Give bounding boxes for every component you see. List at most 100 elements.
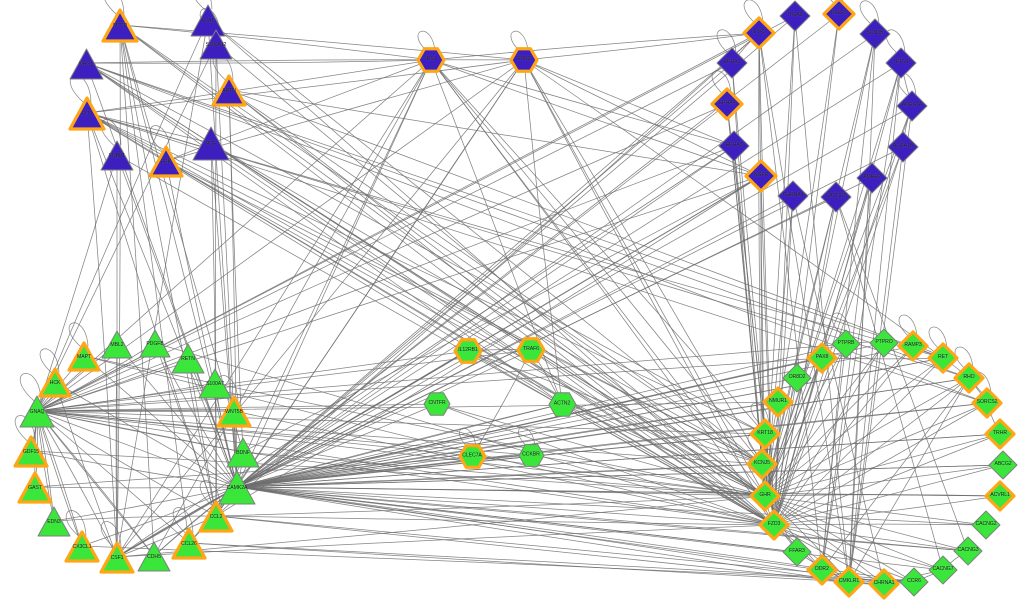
diamond-shape (782, 537, 812, 567)
edge (242, 175, 762, 453)
edge (236, 486, 987, 526)
graph-node-actn2[interactable]: ACTN2 (546, 388, 579, 421)
diamond-shape (984, 418, 1016, 450)
hexagon-shape (548, 391, 576, 417)
diamond-shape (762, 386, 794, 418)
edge (36, 410, 155, 557)
graph-node-csf1[interactable]: CSF1 (98, 538, 136, 576)
graph-node-cdh5[interactable]: CDH5 (135, 537, 173, 575)
graph-node-kcnj5[interactable]: KCNJ5 (745, 447, 779, 481)
graph-node-cacng7[interactable]: CACNG7 (926, 553, 960, 587)
graph-node-fnbp1[interactable]: FNBP1 (98, 136, 136, 174)
graph-node-esr2[interactable]: ESR2 (508, 44, 540, 76)
graph-node-krt18[interactable]: KRT18 (748, 417, 782, 451)
graph-node-adra1b[interactable]: ADRA1B (885, 129, 921, 165)
diamond-shape (749, 480, 781, 512)
edge (430, 59, 735, 147)
triangle-shape (171, 527, 207, 560)
graph-node-epha5[interactable]: EPHA5 (714, 45, 750, 81)
graph-node-pgf[interactable]: PGF (190, 122, 232, 164)
graph-node-ccl26[interactable]: CCL26 (170, 524, 208, 562)
edge (119, 24, 190, 544)
graph-node-gdf15[interactable]: GDF15 (12, 432, 50, 470)
edge (764, 495, 915, 583)
self-loop-edge (100, 119, 122, 146)
diamond-shape (710, 87, 744, 121)
diamond-shape (927, 342, 959, 374)
graph-node-gnaq[interactable]: GNAQ (17, 391, 57, 431)
graph-node-trpv1[interactable]: TRPV1 (883, 45, 919, 81)
graph-node-trhr[interactable]: TRHR (983, 417, 1017, 451)
graph-node-chrna4[interactable]: CHRNA4 (775, 178, 811, 214)
graph-node-cx3cl1[interactable]: CX3CL1 (63, 527, 101, 565)
graph-node-cntfr[interactable]: CNTFR (421, 388, 453, 420)
edge (430, 32, 760, 61)
graph-node-ccr6[interactable]: CCR6 (897, 565, 931, 599)
edge (236, 357, 944, 488)
graph-node-klrf2[interactable]: KLRF2 (821, 0, 857, 32)
hexagon-shape (423, 392, 451, 416)
graph-node-sorcs2[interactable]: SORCS2 (970, 386, 1004, 420)
graph-node-nrg1[interactable]: NRG1 (67, 44, 106, 83)
edge (764, 105, 913, 497)
edge (36, 343, 847, 412)
graph-node-nmur1[interactable]: NMUR1 (761, 385, 795, 419)
graph-node-epha4[interactable]: EPHA4 (709, 86, 745, 122)
graph-node-traf6[interactable]: TRAF6 (515, 334, 547, 366)
graph-node-flt1[interactable]: FLT1 (67, 93, 107, 133)
edge (86, 112, 118, 558)
self-loop-edge (885, 29, 906, 55)
graph-node-s100a12[interactable]: S100A12 (197, 25, 235, 63)
edge (165, 160, 766, 497)
graph-node-frk[interactable]: FRK (147, 142, 185, 180)
graph-node-itga8[interactable]: ITGA8 (777, 0, 813, 34)
edge (764, 196, 837, 497)
edge (764, 357, 823, 497)
triangle-shape (137, 541, 171, 572)
graph-node-mttp[interactable]: MTTP (100, 5, 140, 45)
edge (165, 160, 763, 465)
edge (83, 355, 766, 497)
graph-node-clec7a[interactable]: CLEC7A (457, 441, 488, 472)
edge (530, 349, 766, 497)
graph-node-adra1a[interactable]: ADRA1A (894, 88, 930, 124)
edge (773, 524, 969, 552)
self-loop-edge (68, 322, 89, 348)
self-loop-edge (711, 70, 732, 96)
edge (119, 24, 525, 61)
graph-node-cckbr[interactable]: CCKBR (516, 440, 547, 471)
edge (467, 350, 775, 526)
graph-node-amhr2[interactable]: AMHR2 (854, 160, 890, 196)
graph-node-mbl2[interactable]: MBL2 (99, 326, 135, 362)
graph-node-cacng5[interactable]: CACNG5 (818, 179, 854, 215)
edge (154, 342, 217, 517)
graph-node-irs1[interactable]: IRS1 (415, 44, 447, 76)
graph-node-ngfr[interactable]: NGFR (743, 158, 779, 194)
edge (242, 451, 766, 497)
graph-node-cmklr1[interactable]: CMKLR1 (832, 565, 866, 599)
diamond-shape (897, 330, 929, 362)
graph-node-gast[interactable]: GAST (16, 468, 54, 506)
triangle-shape (64, 530, 100, 563)
edge (236, 402, 988, 488)
graph-node-artn[interactable]: ARTN (210, 71, 248, 109)
edge (430, 59, 766, 435)
edge (115, 343, 118, 558)
edge (165, 160, 238, 488)
edge (733, 145, 775, 526)
graph-node-chrna1[interactable]: CHRNA1 (867, 567, 901, 600)
graph-node-il12rb1[interactable]: IL12RB1 (452, 335, 484, 367)
edge (53, 486, 238, 522)
edge (821, 343, 847, 571)
graph-node-ramp3[interactable]: RAMP3 (896, 329, 930, 363)
edge (236, 454, 532, 488)
edge (215, 495, 766, 517)
self-loop-edge (510, 31, 529, 53)
graph-node-wnt5b[interactable]: WNT5B (215, 392, 253, 430)
edge (430, 59, 763, 465)
diamond-shape (928, 555, 958, 585)
graph-node-abcg2[interactable]: ABCG2 (986, 448, 1020, 482)
graph-node-pdgfb[interactable]: PDGFB (137, 325, 173, 361)
